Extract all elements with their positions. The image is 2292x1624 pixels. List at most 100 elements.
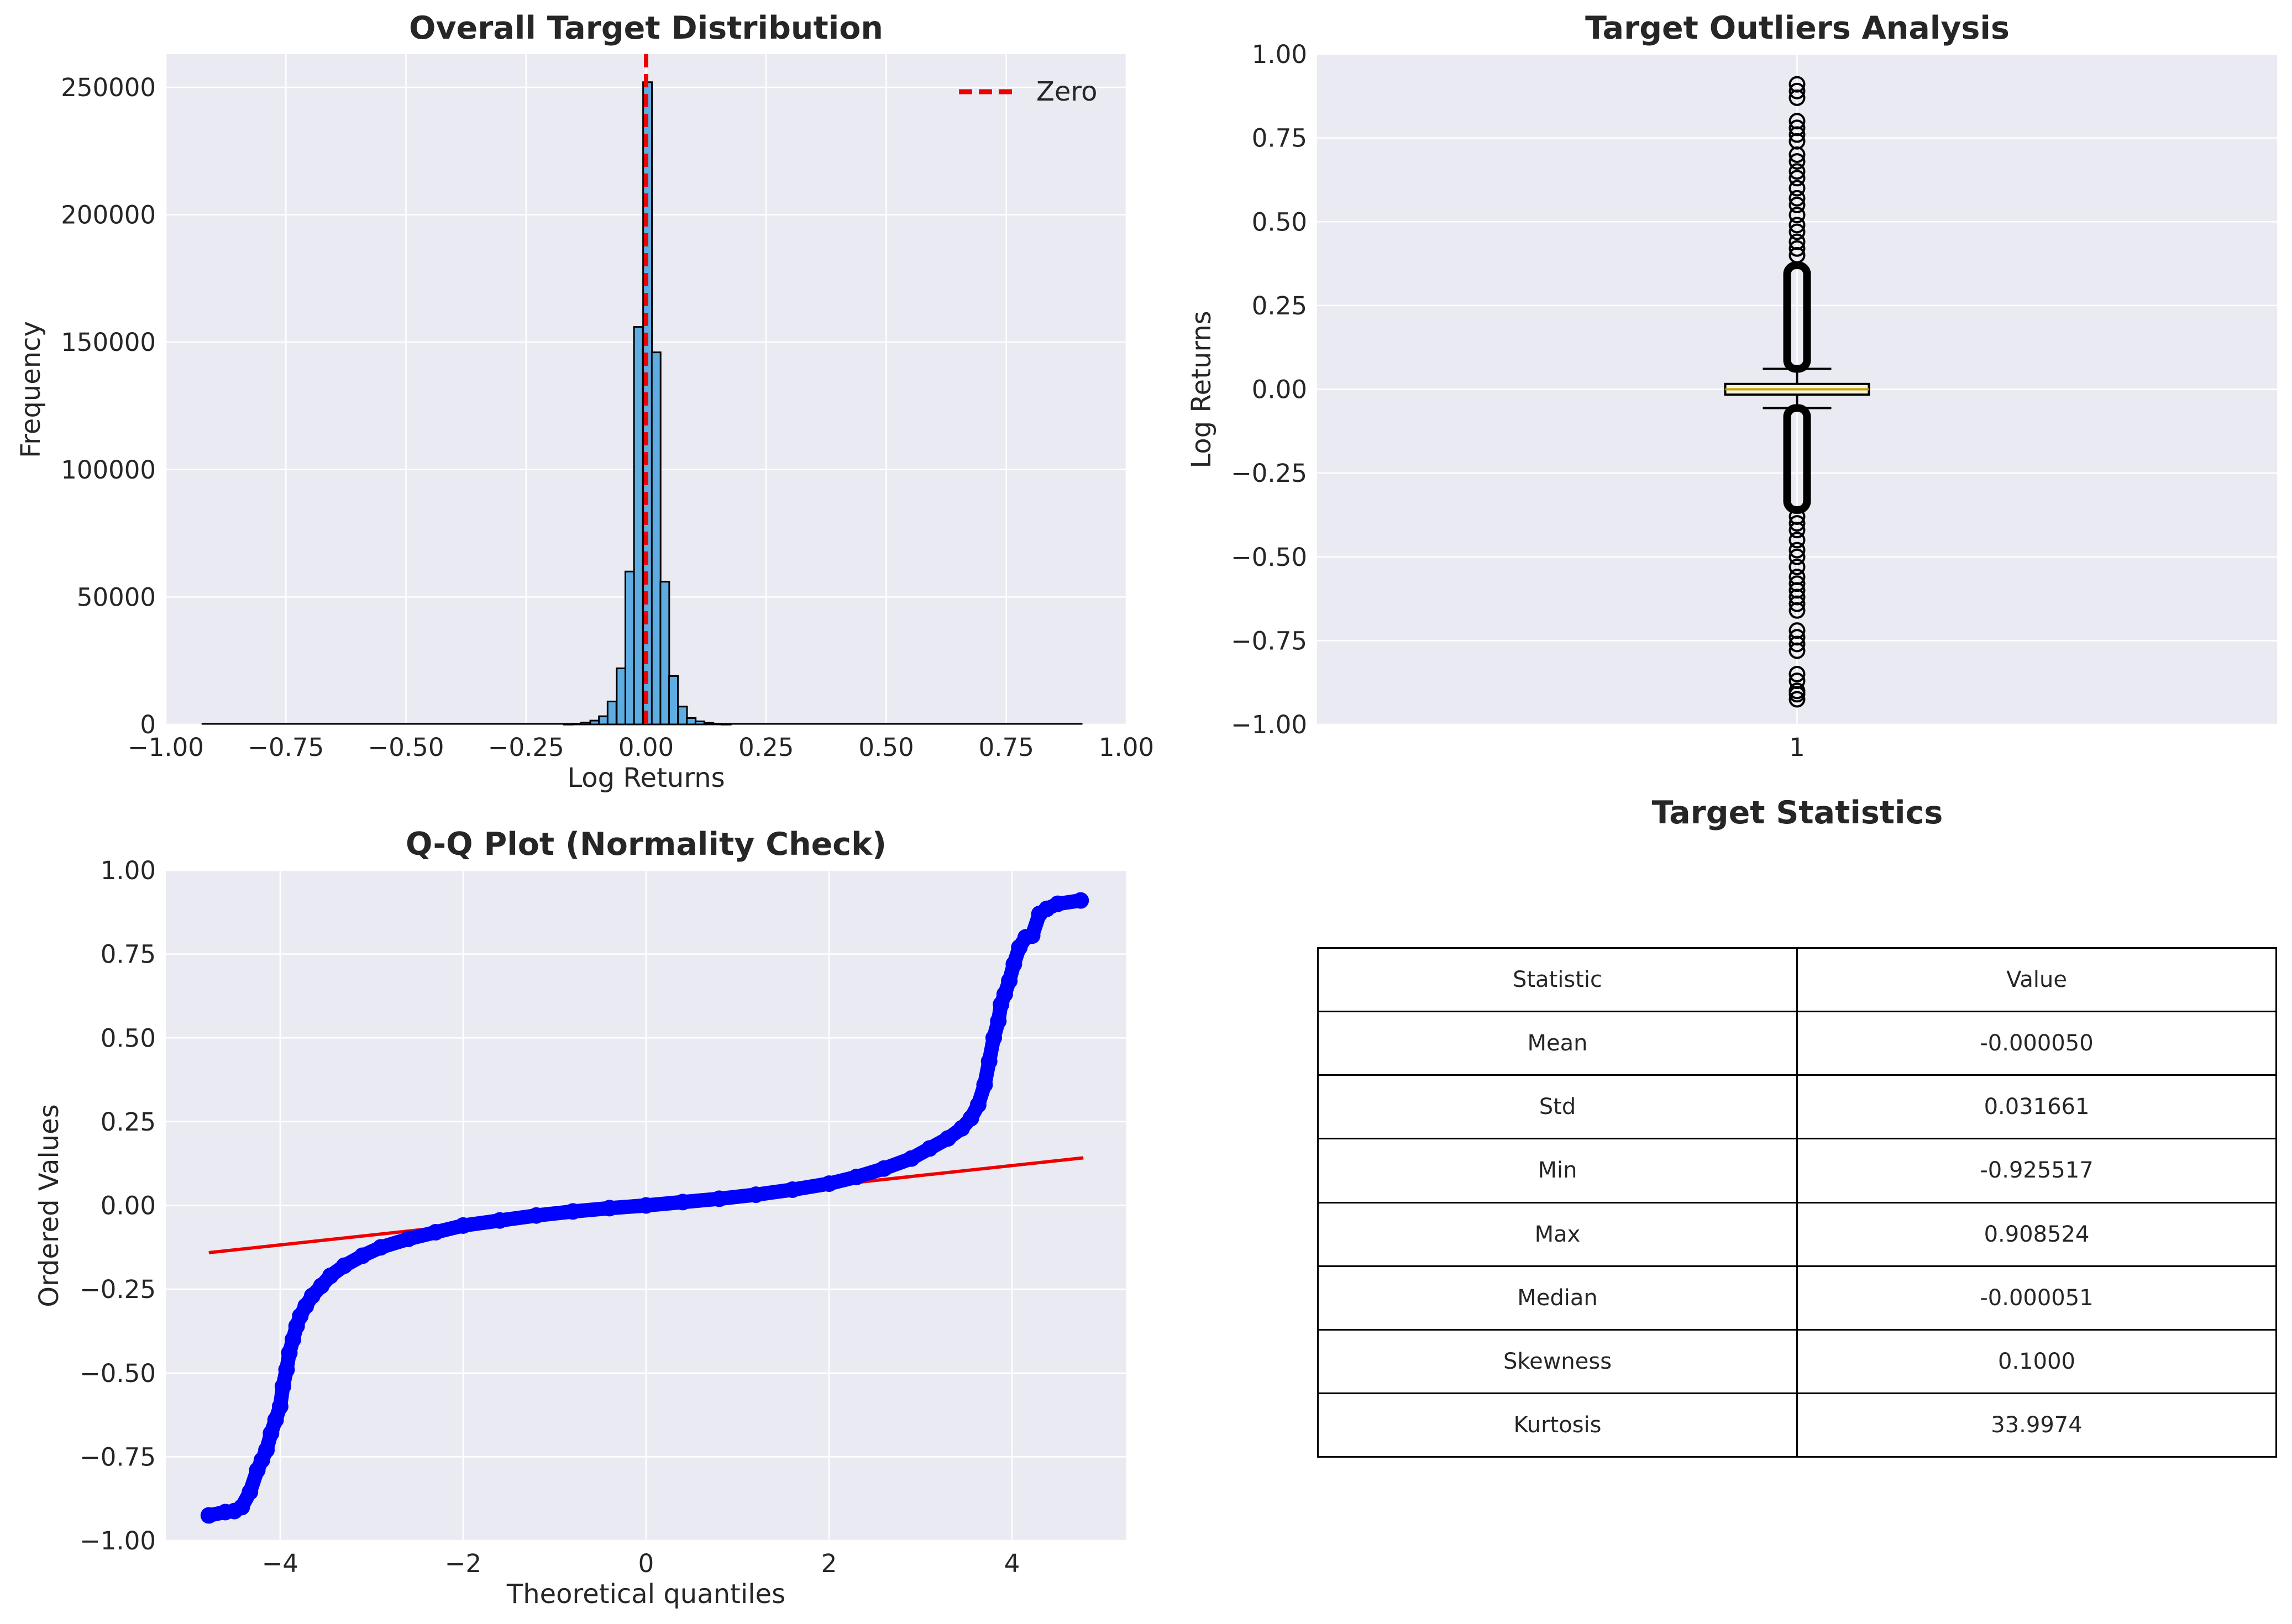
boxplot-outlier-point	[1789, 666, 1806, 683]
boxplot-y-tick-label: −0.75	[1231, 626, 1307, 655]
stats-cell-statistic: Skewness	[1317, 1328, 1798, 1394]
qq-point	[354, 1247, 371, 1264]
histogram-y-tick-label: 150000	[61, 328, 156, 357]
qq-point	[491, 1212, 508, 1229]
stats-header-row: Statistic Value	[1317, 947, 2277, 1013]
qq-point	[1072, 892, 1089, 909]
qq-point	[400, 1231, 417, 1248]
qq-point	[969, 1096, 987, 1113]
boxplot-outlier-point	[1789, 126, 1806, 143]
boxplot-outlier-point	[1789, 532, 1806, 549]
stats-cell-statistic: Max	[1317, 1201, 1798, 1267]
boxplot-y-tick-label: 0.75	[1252, 124, 1307, 153]
histogram-x-tick-label: 0.50	[858, 733, 914, 762]
histogram-bar	[606, 700, 617, 726]
boxplot-outlier-point	[1789, 602, 1806, 619]
boxplot-y-tick-label: 0.50	[1252, 207, 1307, 236]
qq-point	[940, 1130, 957, 1147]
boxplot-panel: 1 −1.00 −0.75 −0.50 −0.25 0.00 0.25 0.50 0.75 1.…	[1186, 10, 2277, 762]
boxplot-y-tick-label: −1.00	[1231, 710, 1307, 739]
stats-cell-value: -0.000050	[1796, 1011, 2277, 1076]
stats-cell-statistic: Min	[1317, 1138, 1798, 1203]
qq-point	[821, 1175, 838, 1192]
histogram-bar	[633, 326, 644, 726]
qq-point	[281, 1344, 298, 1362]
histogram-y-label: Frequency	[15, 321, 46, 458]
histogram-bar	[589, 719, 600, 726]
histogram-y-tick-label: 200000	[61, 201, 156, 230]
boxplot-outlier-point	[1789, 515, 1806, 532]
qq-point	[258, 1442, 275, 1459]
qq-point	[271, 1398, 289, 1415]
qq-x-tick-label: 2	[821, 1549, 837, 1578]
qq-y-tick-label: 0.00	[101, 1191, 156, 1221]
qq-point	[1001, 973, 1018, 990]
qq-point	[990, 1012, 1007, 1029]
histogram-bar	[580, 722, 591, 726]
histogram-bar	[704, 722, 715, 726]
stats-cell-value: 0.031661	[1796, 1074, 2277, 1140]
stats-cell-value: 33.9974	[1796, 1392, 2277, 1458]
histogram-y-tick-label: 50000	[77, 582, 156, 612]
boxplot-y-label: Log Returns	[1186, 311, 1217, 468]
qq-point	[372, 1239, 389, 1256]
histogram-bar	[624, 570, 635, 726]
qq-x-tick-label: −2	[445, 1549, 481, 1578]
boxplot-outlier-point	[1789, 240, 1806, 257]
qq-point	[674, 1194, 691, 1211]
stats-row: Median -0.000051	[1317, 1265, 2277, 1331]
boxplot-y-tick-label: 1.00	[1252, 40, 1307, 69]
qq-point	[263, 1425, 280, 1442]
boxplot-title: Target Outliers Analysis	[1585, 10, 2010, 46]
histogram-x-tick-label: 0.25	[738, 733, 794, 762]
qq-point	[335, 1257, 353, 1274]
qq-point	[427, 1224, 444, 1241]
histogram-y-tick-label: 0	[140, 710, 156, 739]
qq-x-tick-label: 0	[638, 1549, 654, 1578]
qq-x-tick-label: −4	[262, 1549, 298, 1578]
stats-row: Min -0.925517	[1317, 1138, 2277, 1203]
histogram-x-tick-label: 0.75	[979, 733, 1034, 762]
qq-point	[1005, 955, 1022, 973]
histogram-y-tick-label: 250000	[61, 73, 156, 102]
histogram-x-tick-label: −1.00	[128, 733, 204, 762]
stats-table: Statistic Value Mean -0.000050 Std 0.031661 Mi…	[1317, 947, 2277, 1458]
qq-x-tick-label: 4	[1004, 1549, 1020, 1578]
stats-cell-statistic: Statistic	[1317, 947, 1798, 1013]
qq-y-tick-label: −0.75	[80, 1442, 156, 1471]
histogram-title: Overall Target Distribution	[409, 10, 883, 46]
histogram-legend: Zero	[959, 76, 1097, 107]
qq-point	[200, 1507, 217, 1524]
boxplot-outlier-point	[1789, 196, 1806, 213]
histogram-x-tick-label: −0.75	[248, 733, 324, 762]
qq-point	[322, 1267, 339, 1284]
histogram-x-label: Log Returns	[567, 763, 725, 793]
stats-cell-value: Value	[1796, 947, 2277, 1013]
stats-cell-statistic: Std	[1317, 1074, 1798, 1140]
qq-point	[638, 1197, 654, 1214]
histogram-bar	[598, 715, 609, 726]
histogram-x-tick-label: 0.00	[618, 733, 674, 762]
qq-y-tick-label: 1.00	[101, 856, 156, 885]
boxplot-outlier-point	[1789, 635, 1806, 653]
histogram-bar	[686, 717, 697, 726]
stats-cell-statistic: Mean	[1317, 1011, 1798, 1076]
histogram-x-tick-label: −0.25	[488, 733, 564, 762]
stats-cell-value: 0.908524	[1796, 1201, 2277, 1267]
qq-point	[747, 1186, 764, 1203]
boxplot-y-tick-label: 0.25	[1252, 291, 1307, 320]
histogram-x-tick-label: 1.00	[1099, 733, 1154, 762]
stats-cell-value: -0.000051	[1796, 1265, 2277, 1331]
stats-table-title: Target Statistics	[1652, 795, 1943, 831]
qq-point	[784, 1181, 801, 1198]
qq-y-tick-label: −0.50	[80, 1359, 156, 1388]
boxplot-outlier-point	[1789, 146, 1806, 163]
qq-point	[996, 986, 1013, 1003]
qq-point	[1049, 895, 1066, 912]
stats-cell-statistic: Median	[1317, 1265, 1798, 1331]
boxplot-outlier-point	[1789, 163, 1806, 180]
qq-y-tick-label: 0.25	[101, 1107, 156, 1137]
boxplot-outlier-point	[1789, 82, 1806, 99]
histogram-panel: −1.00 −0.75 −0.50 −0.25 0.00 0.25 0.50 0.75 1.00…	[15, 10, 1154, 793]
stats-row: Skewness 0.1000	[1317, 1328, 2277, 1394]
